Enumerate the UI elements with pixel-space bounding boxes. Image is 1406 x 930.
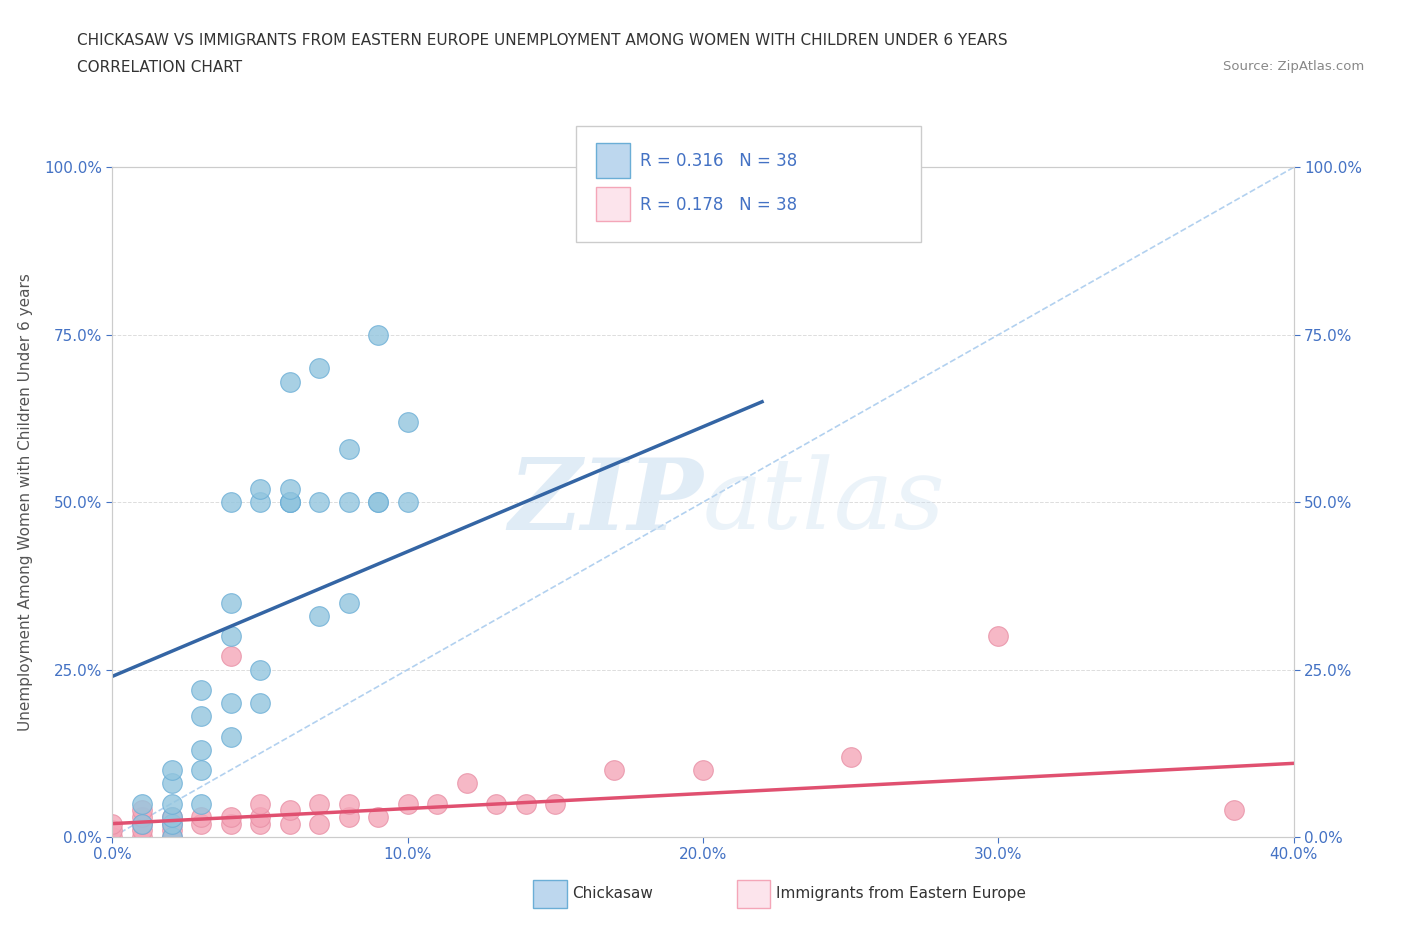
Point [249,809,271,824]
Point [131,823,153,838]
Point [308,796,330,811]
Point [249,817,271,831]
Point [337,495,360,510]
Point [160,776,183,790]
Point [278,803,301,817]
Point [278,495,301,510]
Point [308,495,330,510]
Point [367,495,389,510]
Text: R = 0.316   N = 38: R = 0.316 N = 38 [640,152,797,170]
Point [544,796,567,811]
Point [190,742,212,757]
Point [278,817,301,831]
Point [131,830,153,844]
Point [160,823,183,838]
Y-axis label: Unemployment Among Women with Children Under 6 years: Unemployment Among Women with Children U… [18,273,32,731]
Point [219,809,242,824]
Point [190,809,212,824]
Text: Source: ZipAtlas.com: Source: ZipAtlas.com [1223,60,1364,73]
Point [249,796,271,811]
Point [160,830,183,844]
Text: atlas: atlas [703,455,946,550]
Point [1223,803,1246,817]
Point [367,327,389,342]
Point [278,374,301,389]
Text: Immigrants from Eastern Europe: Immigrants from Eastern Europe [776,886,1026,901]
Point [337,595,360,610]
Point [249,662,271,677]
Point [160,817,183,831]
Point [101,830,124,844]
Point [190,796,212,811]
Point [131,796,153,811]
Point [131,809,153,824]
Text: Chickasaw: Chickasaw [572,886,654,901]
Point [396,415,419,430]
Point [515,796,537,811]
Point [160,809,183,824]
Point [219,495,242,510]
Point [190,817,212,831]
Point [308,361,330,376]
Point [603,763,626,777]
Point [131,817,153,831]
Point [485,796,508,811]
Text: CHICKASAW VS IMMIGRANTS FROM EASTERN EUROPE UNEMPLOYMENT AMONG WOMEN WITH CHILDR: CHICKASAW VS IMMIGRANTS FROM EASTERN EUR… [77,33,1008,47]
Point [249,495,271,510]
Point [190,709,212,724]
Text: CORRELATION CHART: CORRELATION CHART [77,60,242,75]
Point [249,696,271,711]
Point [337,441,360,456]
Point [219,696,242,711]
Point [367,809,389,824]
Text: R = 0.178   N = 38: R = 0.178 N = 38 [640,195,797,214]
Point [160,817,183,831]
Text: ZIP: ZIP [508,454,703,551]
Point [190,683,212,698]
Point [426,796,449,811]
Point [101,817,124,831]
Point [308,608,330,623]
Point [219,629,242,644]
Point [987,629,1010,644]
Point [160,830,183,844]
Point [249,482,271,497]
Point [692,763,714,777]
Point [337,796,360,811]
Point [131,817,153,831]
Point [160,763,183,777]
Point [219,649,242,664]
Point [131,803,153,817]
Point [160,796,183,811]
Point [101,823,124,838]
Point [160,809,183,824]
Point [219,729,242,744]
Point [190,763,212,777]
Point [456,776,478,790]
Point [367,495,389,510]
Point [219,817,242,831]
Point [308,817,330,831]
Point [839,750,862,764]
Point [278,495,301,510]
Point [337,809,360,824]
Point [396,495,419,510]
Point [278,482,301,497]
Point [219,595,242,610]
Point [278,495,301,510]
Point [396,796,419,811]
